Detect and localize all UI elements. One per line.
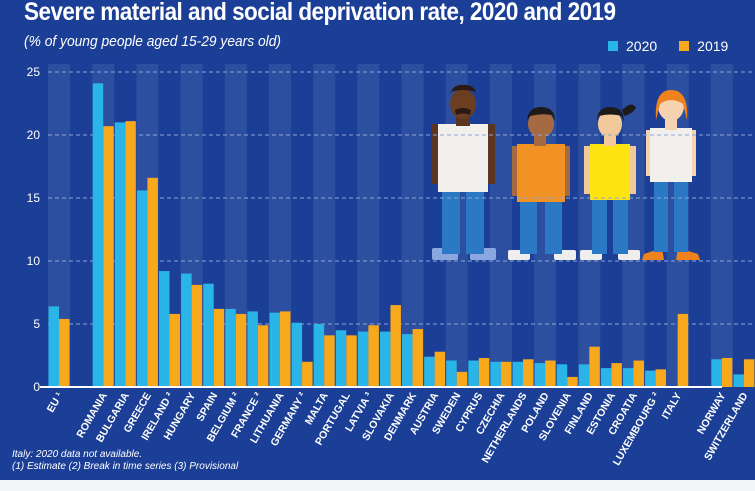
bar-2019 [147, 177, 158, 387]
bar-2019 [302, 361, 313, 387]
bar-2020 [490, 361, 501, 387]
bar-2019 [169, 313, 181, 387]
chart-title: Severe material and social deprivation r… [24, 0, 616, 26]
bar-2020 [534, 363, 546, 387]
bar-2019 [655, 369, 667, 387]
bar-2019 [59, 318, 70, 387]
bar-2019 [523, 359, 534, 387]
bar-2020 [512, 361, 524, 387]
y-tick-label: 0 [33, 380, 40, 394]
bar-2019 [125, 121, 136, 387]
bar-2019 [633, 360, 644, 387]
bar-2019 [567, 376, 578, 387]
footnotes: Italy: 2020 data not available. (1) Esti… [12, 449, 238, 473]
legend-swatch-2020 [608, 41, 618, 51]
category-band [48, 64, 71, 387]
bar-2019 [721, 358, 733, 387]
bar-2019 [589, 346, 600, 387]
bar-2020 [578, 364, 590, 387]
x-tick-label: ITALY [660, 391, 685, 422]
bar-2020 [645, 370, 656, 387]
footnote-legend: (1) Estimate (2) Break in time series (3… [12, 461, 239, 472]
bar-2020 [357, 331, 369, 387]
bar-2019 [368, 325, 379, 387]
x-tick-label: EU ¹ [45, 390, 66, 415]
bar-2019 [213, 308, 225, 387]
bar-2020 [136, 190, 148, 387]
bar-2020 [622, 368, 634, 387]
bar-2019 [324, 335, 335, 387]
bar-2019 [235, 313, 247, 387]
footnote-italy: Italy: 2020 data not available. [12, 449, 143, 460]
bar-2020 [48, 306, 60, 387]
bar-2020 [269, 312, 280, 387]
bars [48, 83, 755, 388]
legend: 2020 2019 [608, 38, 728, 54]
legend-swatch-2019 [679, 41, 690, 51]
y-tick-label: 10 [27, 254, 41, 268]
person-illustration [580, 104, 640, 260]
bar-2020 [556, 364, 568, 387]
bar-2020 [291, 322, 303, 387]
people-illustration [431, 84, 700, 260]
bar-2020 [92, 83, 104, 387]
person-illustration [642, 90, 700, 260]
bar-2019 [279, 311, 291, 387]
y-axis-ticks: 0 5 10 15 20 25 [27, 65, 41, 394]
category-band [224, 64, 247, 387]
bar-2019 [257, 325, 269, 387]
legend-label-2020: 2020 [626, 38, 658, 54]
bar-2019 [390, 305, 401, 387]
y-tick-label: 5 [33, 317, 40, 331]
legend-item-2020: 2020 [608, 38, 657, 54]
bar-2020 [468, 360, 479, 387]
bar-2019 [191, 284, 203, 387]
person-illustration [431, 84, 496, 260]
bar-2020 [335, 330, 347, 387]
bar-2020 [600, 368, 612, 387]
bar-2020 [424, 356, 435, 387]
bar-2019 [677, 313, 689, 387]
chart-subtitle: (% of young people aged 15-29 years old) [24, 33, 282, 50]
bar-2019 [611, 363, 622, 387]
bar-2020 [711, 359, 722, 387]
bar-2020 [402, 334, 413, 387]
bar-2019 [545, 360, 556, 387]
category-band [401, 64, 424, 387]
bar-2020 [446, 360, 457, 387]
person-illustration [508, 107, 576, 260]
bar-2019 [434, 351, 446, 387]
y-tick-label: 20 [27, 128, 41, 142]
category-band [313, 64, 336, 387]
bar-2019 [500, 361, 512, 387]
category-band [489, 64, 512, 387]
bar-2019 [346, 335, 357, 387]
bar-2020 [379, 331, 391, 387]
category-band [710, 64, 733, 387]
y-tick-label: 15 [27, 191, 41, 205]
bar-2020 [733, 374, 744, 387]
footer-strip [0, 480, 755, 491]
bar-2019 [743, 359, 755, 387]
y-tick-label: 25 [27, 65, 41, 79]
bar-2019 [478, 358, 490, 387]
legend-item-2019: 2019 [679, 38, 728, 54]
bar-2019 [103, 126, 114, 388]
bar-2020 [181, 273, 192, 387]
bar-2020 [313, 324, 325, 387]
bar-2020 [114, 122, 126, 388]
bar-2020 [247, 311, 258, 387]
bar-2020 [225, 308, 236, 387]
gridlines [48, 71, 755, 325]
bar-2019 [412, 329, 424, 387]
bar-2020 [159, 271, 170, 387]
bar-2020 [203, 283, 214, 387]
category-band [268, 64, 292, 387]
category-band [357, 64, 380, 387]
bar-2019 [456, 371, 468, 387]
legend-label-2019: 2019 [697, 38, 729, 54]
